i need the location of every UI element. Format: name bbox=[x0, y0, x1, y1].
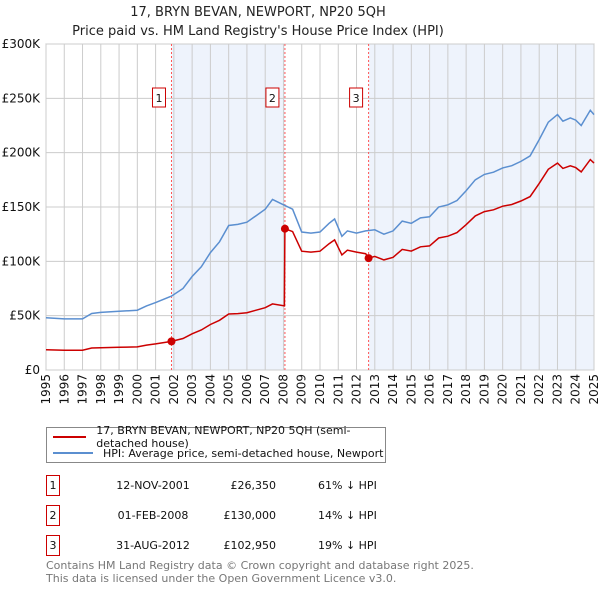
transaction-number: 3 bbox=[46, 535, 60, 556]
y-tick-label: £200K bbox=[2, 146, 42, 160]
x-tick-label: 2008 bbox=[276, 374, 290, 405]
price-chart: 1995 1996 1997 1998 1999 2000 2001 2002 2003 2004… bbox=[2, 37, 600, 405]
x-tick-label: 2007 bbox=[258, 374, 272, 405]
legend-swatch-blue bbox=[53, 452, 93, 454]
legend-item-hpi: HPI: Average price, semi-detached house,… bbox=[47, 445, 383, 461]
transaction-hpi-diff: 19% ↓ HPI bbox=[318, 539, 377, 552]
sale-point bbox=[167, 337, 176, 346]
x-tick-label: 1997 bbox=[76, 374, 90, 405]
x-tick-label: 2000 bbox=[130, 374, 144, 405]
transaction-price: £102,950 bbox=[223, 539, 277, 552]
x-tick-label: 2020 bbox=[496, 374, 510, 405]
y-tick-label: £100K bbox=[2, 254, 42, 268]
sale-marker-box bbox=[265, 87, 280, 108]
sale-marker-box bbox=[151, 87, 166, 108]
transaction-number: 1 bbox=[46, 475, 60, 496]
transaction-date: 01-FEB-2008 bbox=[117, 509, 189, 522]
x-tick-label: 2017 bbox=[441, 374, 455, 405]
legend-swatch-red bbox=[53, 436, 87, 438]
x-tick-label: 2011 bbox=[331, 374, 345, 405]
x-tick-label: 2022 bbox=[532, 374, 546, 405]
x-tick-label: 2001 bbox=[149, 374, 163, 405]
x-tick-label: 2012 bbox=[350, 374, 364, 405]
transaction-hpi-diff: 14% ↓ HPI bbox=[318, 509, 377, 522]
legend-item-property: 17, BRYN BEVAN, NEWPORT, NP20 5QH (semi-… bbox=[47, 424, 385, 450]
sale-marker-label: 1 bbox=[155, 92, 162, 105]
legend-label: HPI: Average price, semi-detached house,… bbox=[103, 446, 384, 460]
x-tick-label: 1996 bbox=[57, 374, 71, 405]
x-tick-label: 2021 bbox=[514, 374, 528, 405]
sale-point bbox=[280, 224, 289, 233]
x-tick-label: 2015 bbox=[404, 374, 418, 405]
x-tick-label: 2016 bbox=[423, 374, 437, 405]
transaction-number: 2 bbox=[46, 505, 60, 526]
chart-title: 17, BRYN BEVAN, NEWPORT, NP20 5QH bbox=[130, 5, 386, 20]
x-tick-label: 2004 bbox=[203, 374, 217, 405]
y-tick-label: £300K bbox=[2, 37, 42, 51]
x-tick-label: 2018 bbox=[459, 374, 473, 405]
x-tick-label: 2025 bbox=[587, 374, 600, 405]
transaction-hpi-diff: 61% ↓ HPI bbox=[318, 479, 377, 492]
transaction-price: £26,350 bbox=[230, 479, 277, 492]
x-tick-label: 2019 bbox=[477, 374, 491, 405]
transaction-date: 12-NOV-2001 bbox=[116, 479, 190, 492]
x-tick-label: 2010 bbox=[313, 374, 327, 405]
x-tick-label: 2024 bbox=[569, 374, 583, 405]
x-tick-label: 2005 bbox=[222, 374, 236, 405]
x-tick-label: 1995 bbox=[39, 374, 53, 405]
sale-marker-label: 2 bbox=[269, 92, 276, 105]
sale-point bbox=[364, 254, 373, 263]
transaction-price: £130,000 bbox=[223, 509, 277, 522]
x-tick-label: 2013 bbox=[368, 374, 382, 405]
footer-licence: This data is licensed under the Open Gov… bbox=[46, 572, 397, 585]
x-tick-label: 2002 bbox=[167, 374, 181, 405]
x-tick-label: 2023 bbox=[550, 374, 564, 405]
footer-copyright: Contains HM Land Registry data © Crown c… bbox=[46, 559, 474, 572]
sale-marker-label: 3 bbox=[353, 92, 360, 105]
x-tick-label: 2009 bbox=[295, 374, 309, 405]
y-tick-label: £0 bbox=[25, 363, 40, 377]
x-tick-label: 1999 bbox=[112, 374, 126, 405]
transaction-date: 31-AUG-2012 bbox=[116, 539, 190, 552]
y-tick-label: £150K bbox=[2, 200, 42, 214]
legend-label: 17, BRYN BEVAN, NEWPORT, NP20 5QH (semi-… bbox=[96, 424, 351, 450]
chart-subtitle: Price paid vs. HM Land Registry's House … bbox=[72, 24, 444, 39]
legend: 17, BRYN BEVAN, NEWPORT, NP20 5QH (semi-… bbox=[46, 424, 386, 463]
x-tick-label: 1998 bbox=[94, 374, 108, 405]
x-tick-label: 2006 bbox=[240, 374, 254, 405]
hpi-line bbox=[45, 109, 595, 320]
x-tick-label: 2003 bbox=[185, 374, 199, 405]
y-tick-label: £50K bbox=[9, 309, 41, 323]
property-price-line bbox=[45, 158, 595, 351]
y-tick-label: £250K bbox=[2, 91, 42, 105]
x-tick-label: 2014 bbox=[386, 374, 400, 405]
sale-marker-box bbox=[349, 87, 364, 108]
